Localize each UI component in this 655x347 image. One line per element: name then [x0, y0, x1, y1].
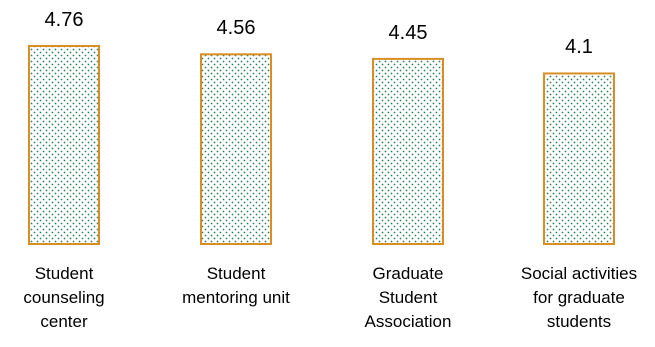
category-label-line: Association [364, 312, 452, 331]
category-label-line: students [546, 312, 612, 331]
category-label-line: Graduate [372, 264, 444, 283]
bar-4 [543, 72, 615, 245]
category-label-line: counseling [23, 288, 105, 307]
bar-value-label-1: 4.76 [44, 9, 84, 31]
category-label-line: Student [378, 288, 438, 307]
category-label-line: Student [34, 264, 94, 283]
bar-1 [28, 45, 100, 245]
category-label-line: Student [206, 264, 266, 283]
bars-group [28, 45, 615, 246]
category-label-line: center [40, 312, 88, 331]
bar-value-label-2: 4.56 [216, 17, 256, 40]
bar-2 [200, 53, 272, 246]
bar-3 [372, 57, 444, 245]
bar-value-label-4: 4.1 [565, 36, 593, 59]
bar-value-label-3: 4.45 [388, 21, 428, 44]
category-label-3: Graduate Student Association [333, 262, 483, 334]
category-label-4: Social activities for graduate students [504, 262, 654, 334]
category-label-1: Student counseling center [0, 262, 139, 334]
category-label-2: Student mentoring unit [161, 262, 311, 310]
category-label-line: mentoring unit [182, 288, 290, 307]
category-label-line: for graduate [533, 288, 625, 307]
category-label-line: Social activities [520, 264, 638, 283]
